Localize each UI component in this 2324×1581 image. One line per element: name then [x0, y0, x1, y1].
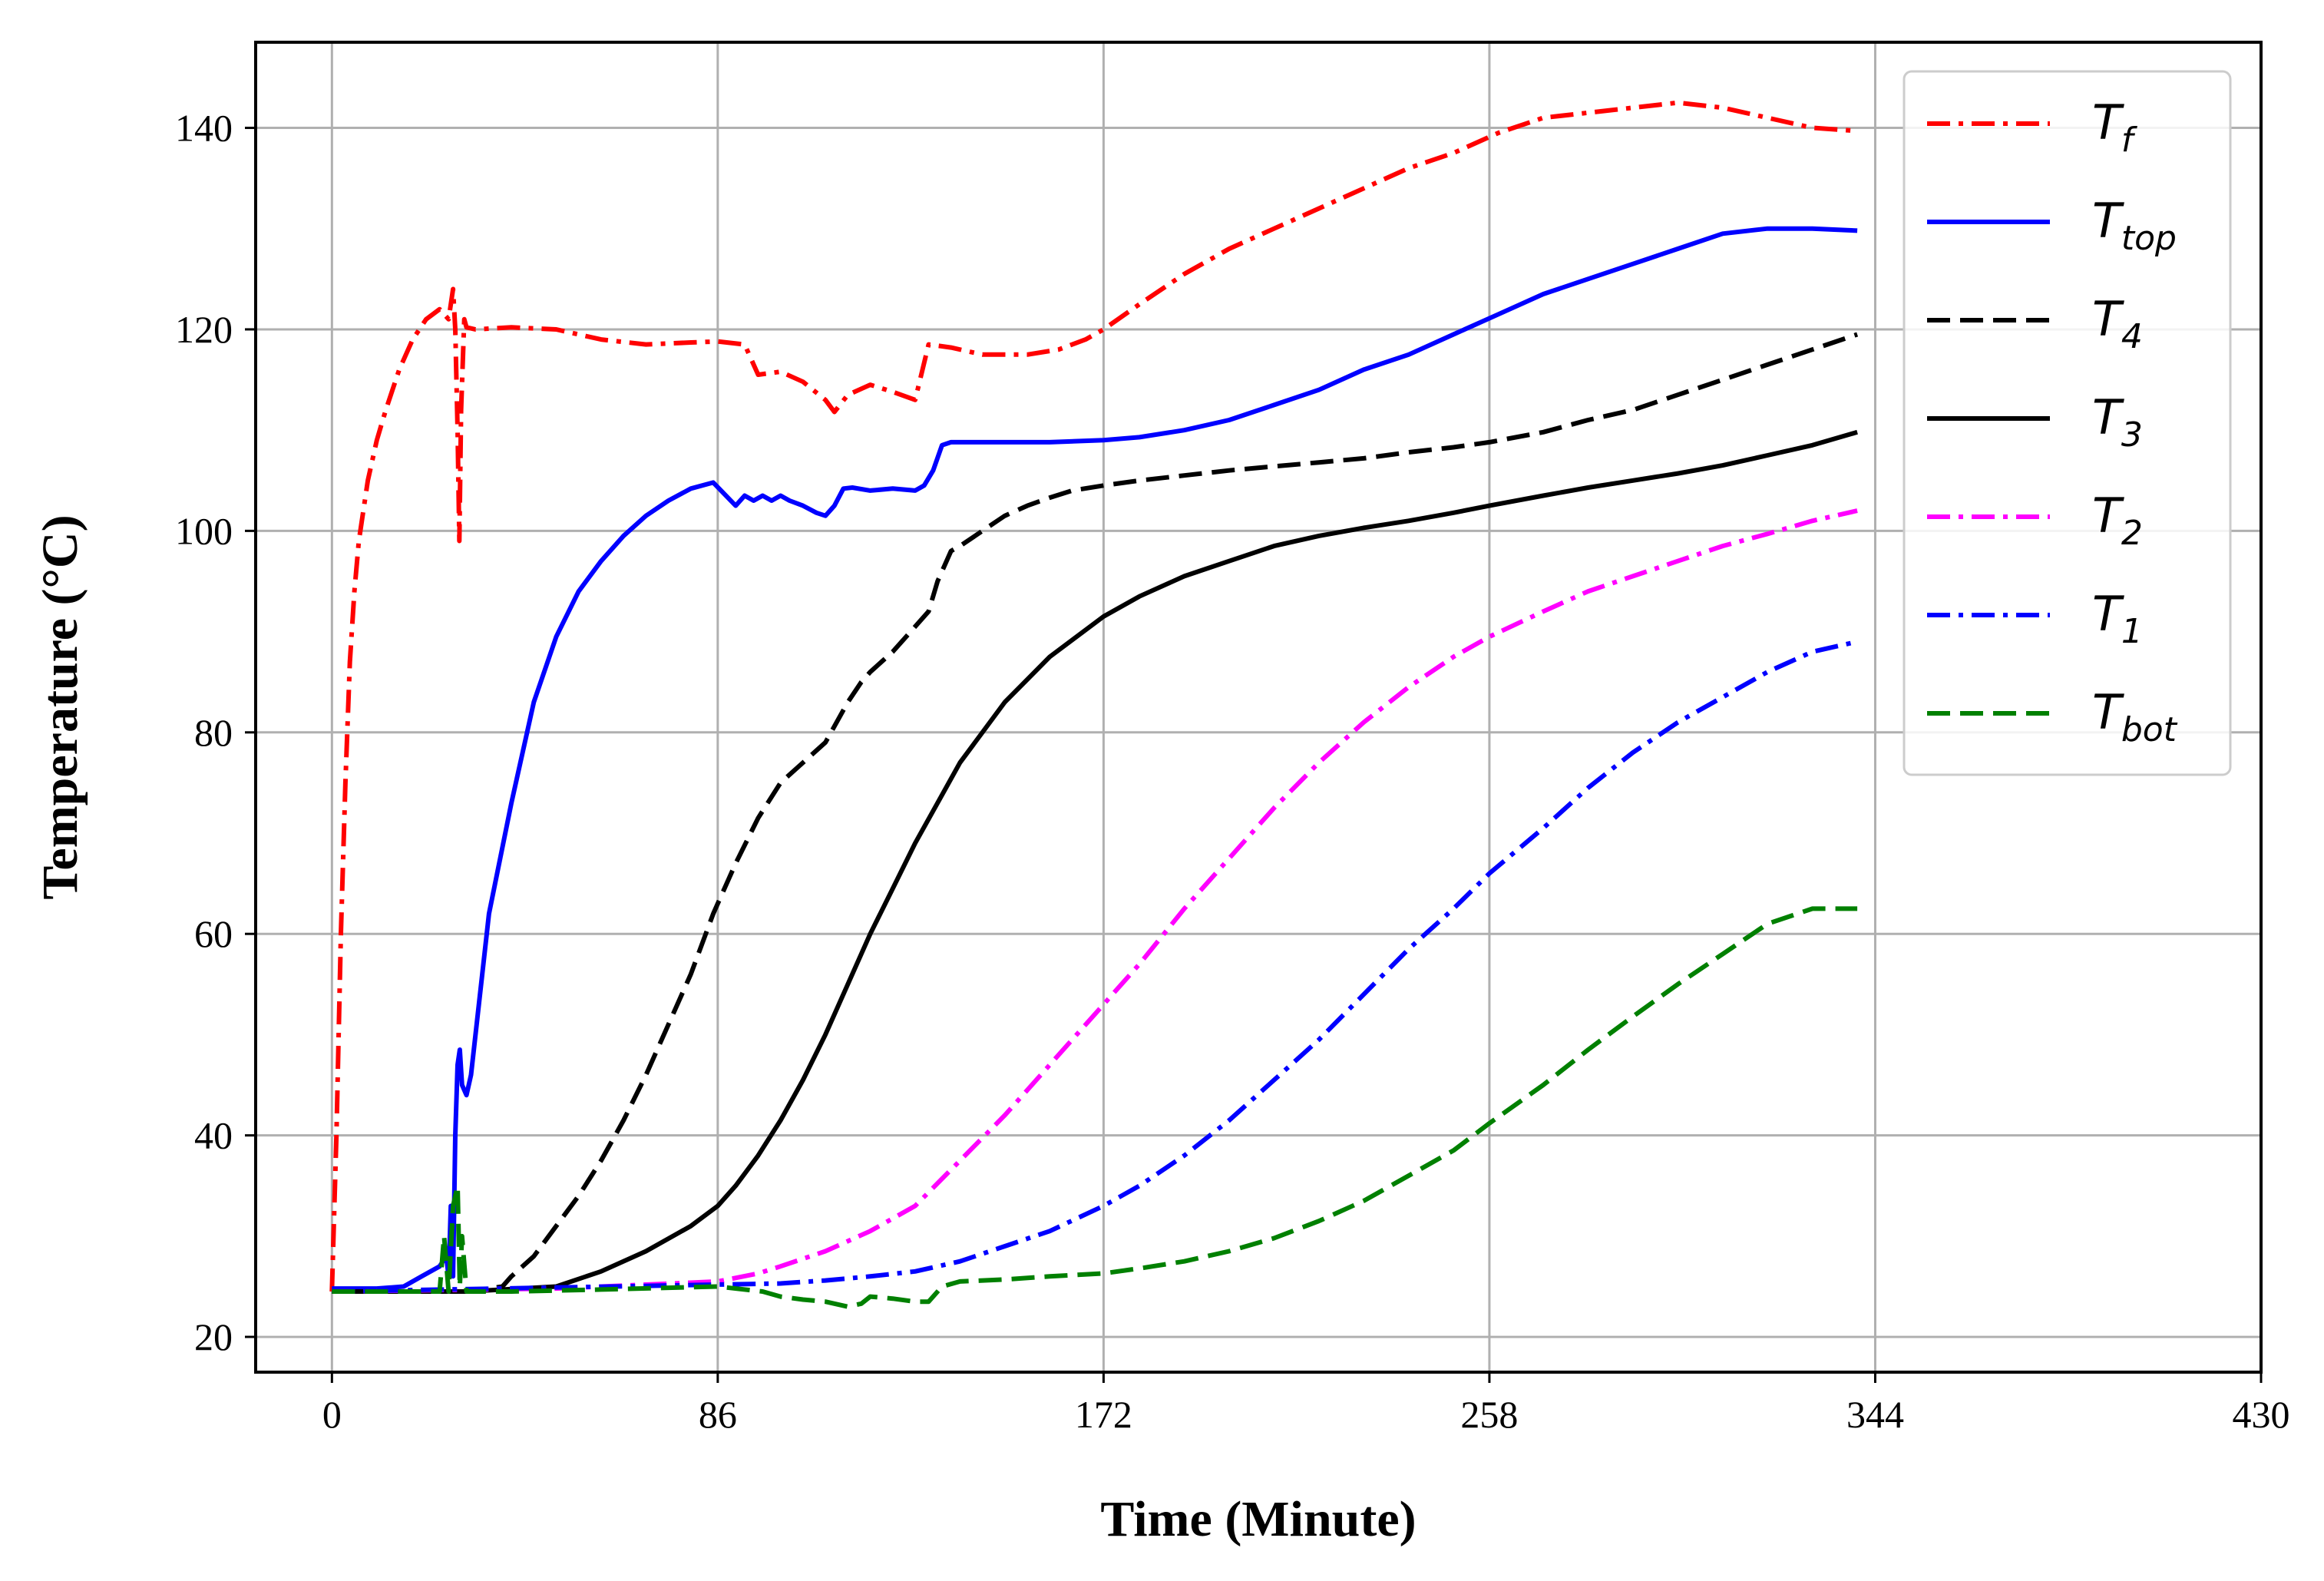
x-tick-label: 344: [1846, 1393, 1904, 1436]
y-tick-label: 60: [194, 912, 233, 955]
legend-entry-subscript: 4: [2121, 317, 2143, 356]
legend-entry-subscript: bot: [2121, 710, 2178, 749]
x-tick-label: 86: [699, 1393, 737, 1436]
legend-box: [1903, 70, 2232, 776]
legend-entry-symbol: T: [2092, 586, 2124, 642]
y-tick-label: 80: [194, 711, 233, 754]
legend-entry: T2: [2092, 488, 2143, 553]
legend-entry: T3: [2092, 389, 2143, 455]
legend-entry-subscript: 1: [2121, 612, 2143, 651]
legend-entry: Tbot: [2092, 684, 2178, 749]
legend-entry: T1: [2092, 586, 2143, 651]
x-tick-label: 258: [1460, 1393, 1518, 1436]
series-line-t-1: [332, 639, 1858, 1294]
ticks: 0 86 172 258 344 430 20 40 60 80 100 120 140: [175, 107, 2290, 1436]
x-tick-label: 0: [322, 1393, 342, 1436]
series-line-t-3: [332, 429, 1858, 1294]
y-axis-title: Temperature (°C): [32, 514, 88, 899]
legend-entry-symbol: T: [2092, 193, 2124, 249]
legend-entry-symbol: T: [2092, 389, 2124, 445]
legend-entry-symbol: T: [2092, 94, 2124, 150]
legend-entry: Ttop: [2092, 193, 2177, 258]
legend-entry-subscript: 3: [2121, 415, 2143, 455]
legend-entry: T4: [2092, 291, 2143, 356]
legend-entry-subscript: top: [2121, 219, 2177, 258]
y-tick-label: 20: [194, 1315, 233, 1358]
legend-entry-symbol: T: [2092, 684, 2124, 740]
series-line-t-f: [329, 100, 1858, 1292]
legend-entry-subscript: 2: [2121, 514, 2143, 553]
y-tick-label: 40: [194, 1114, 233, 1157]
series-line-t-4: [332, 332, 1859, 1294]
x-axis-title: Time (Minute): [1100, 1491, 1416, 1547]
plot-frame: [254, 41, 2263, 1374]
legend-entry-symbol: T: [2092, 291, 2124, 347]
y-tick-label: 140: [175, 107, 233, 150]
series-line-t-top: [332, 226, 1858, 1292]
x-tick-label: 430: [2233, 1393, 2290, 1436]
y-tick-label: 120: [175, 308, 233, 351]
series-group: [329, 100, 1859, 1309]
x-tick-label: 172: [1075, 1393, 1132, 1436]
legend-entry-symbol: T: [2092, 488, 2124, 544]
series-line-t-bot: [332, 906, 1858, 1309]
y-tick-label: 100: [175, 509, 233, 552]
